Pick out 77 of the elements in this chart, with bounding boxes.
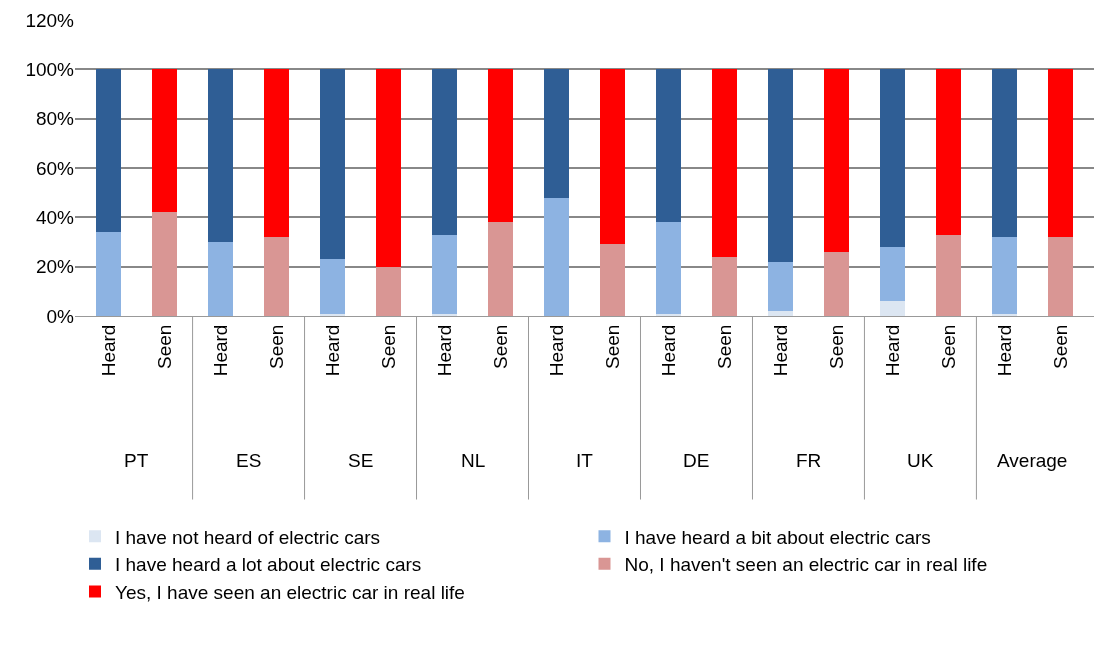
x-tick-label: Heard [657,324,679,377]
x-tick-label: Seen [489,324,511,369]
bar [375,266,402,316]
bar [767,261,794,312]
x-tick-label: Seen [825,324,847,369]
bar [207,242,234,316]
bar [991,69,1018,238]
bar [487,69,514,223]
legend-label: I have not heard of electric cars [115,526,381,548]
bar [263,69,290,238]
bar [767,311,794,316]
bar [711,69,738,257]
bar [823,69,850,252]
bar [879,69,906,247]
x-tick-label: Seen [153,324,175,369]
x-tick-label: Seen [265,324,287,369]
x-tick-label: Heard [881,324,903,377]
bar [823,251,850,316]
bar [879,246,906,302]
bar [767,69,794,262]
bar [431,69,458,235]
bar [1047,237,1073,316]
bar [151,69,178,213]
text: FR [796,450,822,471]
bar [935,234,962,316]
x-tick-label: Heard [993,324,1015,377]
bar [711,256,738,316]
y-tick-label: 100% [25,58,75,80]
y-tick-label: 60% [35,157,75,179]
text: ES [236,450,262,471]
y-tick-label: 120% [25,9,75,31]
y-tick-label: 20% [35,256,75,278]
text: Average [997,450,1068,471]
bar [375,69,402,267]
x-tick-label: Heard [321,324,343,377]
bar [96,232,122,316]
x-tick-label: Heard [433,324,455,377]
text: IT [576,450,594,471]
bar [879,301,906,316]
text: PT [124,450,149,471]
bar [543,69,570,198]
legend-label: I have heard a lot about electric cars [115,554,422,576]
x-tick-label: Seen [1049,324,1071,369]
bar [207,69,234,242]
bar [151,212,178,316]
text: DE [683,450,710,471]
legend-label: No, I haven't seen an electric car in real life [624,554,988,576]
x-tick-label: Heard [97,324,119,377]
bar [487,222,514,316]
legend-label: I have heard a bit about electric cars [624,526,931,548]
x-tick-label: Heard [545,324,567,377]
bar [991,237,1018,314]
bar [431,234,458,314]
text: UK [907,450,934,471]
y-tick-label: 0% [46,305,75,327]
legend-label: Yes, I have seen an electric car in real life [115,581,465,603]
x-tick-label: Heard [209,324,231,377]
bar [263,237,290,316]
x-tick-label: Heard [769,324,791,377]
y-tick-label: 80% [35,108,75,130]
text: SE [348,450,374,471]
x-tick-label: Seen [601,324,623,369]
bar [319,69,346,260]
y-tick-label: 40% [35,206,75,228]
bar [655,222,682,314]
bar [96,69,122,233]
bar [599,244,626,316]
x-tick-label: Seen [937,324,959,369]
text: NL [461,450,486,471]
bar [935,69,962,235]
bar [543,197,570,316]
bar [319,259,346,314]
bar [1047,69,1073,238]
x-tick-label: Seen [377,324,399,369]
x-tick-label: Seen [713,324,735,369]
bar [655,69,682,223]
bar [599,69,626,245]
